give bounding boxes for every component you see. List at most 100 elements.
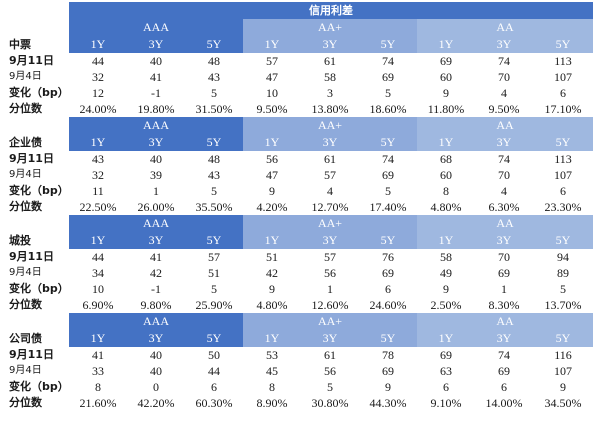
- tenor-label: 5Y: [359, 36, 417, 53]
- value-cell: 31.50%: [195, 102, 233, 116]
- value-cell: 43: [92, 152, 104, 166]
- row-label: 分位数: [9, 396, 42, 409]
- change-row: 变化（bp） 12 -1 5 10 3 5 9 4 6: [3, 85, 593, 101]
- value-cell: 42.20%: [137, 396, 175, 410]
- value-cell: 4: [501, 86, 507, 100]
- value-cell: -1: [151, 282, 161, 296]
- value-cell: 12.70%: [311, 200, 349, 214]
- rating-group-label: AAA: [69, 215, 243, 232]
- change-row: 变化（bp） 10 -1 5 9 1 6 9 1 5: [3, 281, 593, 297]
- tenor-label: 3Y: [127, 232, 185, 249]
- row-label: 9月4日: [9, 71, 42, 82]
- tenor-header-row: 城投 1Y 3Y 5Y 1Y 3Y 5Y 1Y 3Y 5Y: [3, 232, 593, 249]
- value-cell: 35.50%: [195, 200, 233, 214]
- date-previous-row: 9月4日 34 42 51 42 56 69 49 69 89: [3, 265, 593, 281]
- tenor-header-row: 企业债 1Y 3Y 5Y 1Y 3Y 5Y 1Y 3Y 5Y: [3, 134, 593, 151]
- value-cell: 9: [269, 184, 275, 198]
- block-spacer: [3, 117, 69, 134]
- value-cell: 43: [208, 70, 220, 84]
- value-cell: 60: [440, 70, 452, 84]
- value-cell: 4: [501, 184, 507, 198]
- value-cell: 40: [150, 348, 162, 362]
- value-cell: 6: [560, 86, 566, 100]
- value-cell: 94: [557, 250, 569, 264]
- date-current-row: 9月11日 44 41 57 51 57 76 58 70 94: [3, 249, 593, 265]
- value-cell: 6.90%: [82, 298, 114, 312]
- value-cell: 69: [498, 266, 510, 280]
- value-cell: 6: [560, 184, 566, 198]
- value-cell: 43: [208, 168, 220, 182]
- value-cell: 45: [266, 364, 278, 378]
- row-label: 变化（bp）: [9, 380, 69, 393]
- value-cell: 40: [150, 152, 162, 166]
- credit-spread-table: 信用利差 AAA AA+ AA 中票 1Y 3Y 5Y 1Y 3Y 5Y 1Y 3Y 5Y 9月11日 44…: [3, 2, 593, 411]
- row-label: 变化（bp）: [9, 86, 69, 99]
- change-row: 变化（bp） 11 1 5 9 4 5 8 4 6: [3, 183, 593, 199]
- value-cell: 51: [266, 250, 278, 264]
- tenor-label: 1Y: [243, 330, 301, 347]
- row-label: 分位数: [9, 102, 42, 115]
- value-cell: 74: [498, 54, 510, 68]
- rating-group-label: AA+: [243, 19, 417, 36]
- value-cell: 2.50%: [430, 298, 462, 312]
- row-label: 9月4日: [9, 365, 42, 376]
- percentile-row: 分位数 24.00% 19.80% 31.50% 9.50% 13.80% 18.60% 11…: [3, 101, 593, 117]
- tenor-label: 1Y: [417, 330, 475, 347]
- value-cell: 76: [382, 250, 394, 264]
- value-cell: 44.30%: [369, 396, 407, 410]
- date-previous-row: 9月4日 32 41 43 47 58 69 60 70 107: [3, 69, 593, 85]
- value-cell: 4: [327, 184, 333, 198]
- tenor-label: 1Y: [69, 36, 127, 53]
- row-label: 分位数: [9, 200, 42, 213]
- value-cell: 42: [150, 266, 162, 280]
- rating-group-label: AAA: [69, 117, 243, 134]
- value-cell: 5: [211, 184, 217, 198]
- row-label: 分位数: [9, 298, 42, 311]
- value-cell: 5: [385, 86, 391, 100]
- value-cell: 8: [443, 184, 449, 198]
- tenor-label: 1Y: [243, 134, 301, 151]
- tenor-label: 1Y: [243, 232, 301, 249]
- date-current-row: 9月11日 41 40 50 53 61 78 69 74 116: [3, 347, 593, 363]
- tenor-label: 5Y: [533, 330, 593, 347]
- tenor-label: 5Y: [533, 232, 593, 249]
- block-name: 企业债: [9, 136, 42, 149]
- value-cell: 9: [385, 380, 391, 394]
- value-cell: 74: [382, 54, 394, 68]
- tenor-label: 3Y: [475, 36, 533, 53]
- rating-group-label: AAA: [69, 19, 243, 36]
- value-cell: 89: [557, 266, 569, 280]
- title-row: 信用利差: [3, 2, 593, 19]
- value-cell: 1: [153, 184, 159, 198]
- value-cell: 113: [554, 54, 572, 68]
- value-cell: 21.60%: [79, 396, 117, 410]
- value-cell: 41: [92, 348, 104, 362]
- value-cell: 47: [266, 70, 278, 84]
- row-label: 9月4日: [9, 267, 42, 278]
- percentile-row: 分位数 6.90% 9.80% 25.90% 4.80% 12.60% 24.60% 2.50…: [3, 297, 593, 313]
- rating-group-label: AAA: [69, 313, 243, 330]
- value-cell: 5: [560, 282, 566, 296]
- value-cell: 60.30%: [195, 396, 233, 410]
- value-cell: 58: [440, 250, 452, 264]
- value-cell: 1: [327, 282, 333, 296]
- value-cell: 40: [150, 54, 162, 68]
- block-spacer: [3, 313, 69, 330]
- value-cell: 24.00%: [79, 102, 117, 116]
- value-cell: 56: [324, 266, 336, 280]
- block-spacer: [3, 19, 69, 36]
- tenor-label: 5Y: [185, 330, 243, 347]
- tenor-label: 3Y: [301, 36, 359, 53]
- value-cell: 0: [153, 380, 159, 394]
- value-cell: 74: [382, 152, 394, 166]
- corner-cell: [3, 2, 69, 19]
- value-cell: 19.80%: [137, 102, 175, 116]
- row-label: 变化（bp）: [9, 184, 69, 197]
- value-cell: 53: [266, 348, 278, 362]
- rating-group-label: AA: [417, 215, 593, 232]
- value-cell: 107: [554, 168, 572, 182]
- value-cell: 30.80%: [311, 396, 349, 410]
- group-header-row: AAA AA+ AA: [3, 19, 593, 36]
- tenor-header-row: 公司债 1Y 3Y 5Y 1Y 3Y 5Y 1Y 3Y 5Y: [3, 330, 593, 347]
- date-current-row: 9月11日 44 40 48 57 61 74 69 74 113: [3, 53, 593, 69]
